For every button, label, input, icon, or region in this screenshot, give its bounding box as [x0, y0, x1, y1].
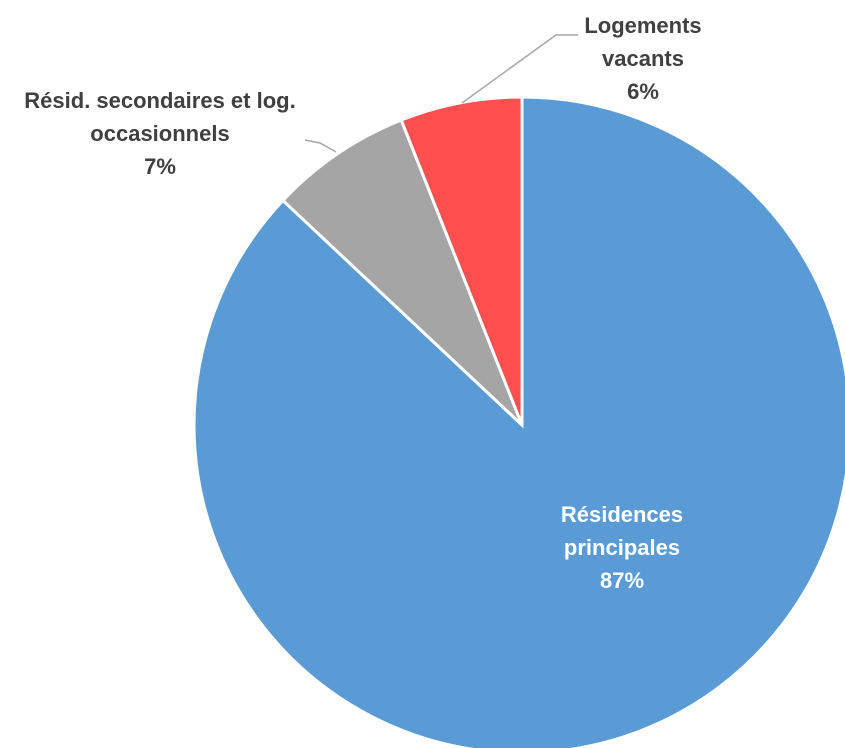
leader-line [304, 139, 337, 153]
slice-label: Résid. secondaires et log. occasionnels [24, 88, 296, 146]
pie-slice [280, 118, 524, 427]
leader-line [461, 34, 578, 104]
slice-label: Résidences principales [560, 502, 684, 560]
slice-label: Logements vacants [584, 13, 702, 71]
pie-slice [399, 95, 524, 426]
pie-slice [192, 95, 845, 748]
slice-value-label: 6% [627, 79, 659, 104]
slice-value-label: 87% [599, 568, 645, 593]
slice-value-label: 7% [144, 154, 176, 179]
